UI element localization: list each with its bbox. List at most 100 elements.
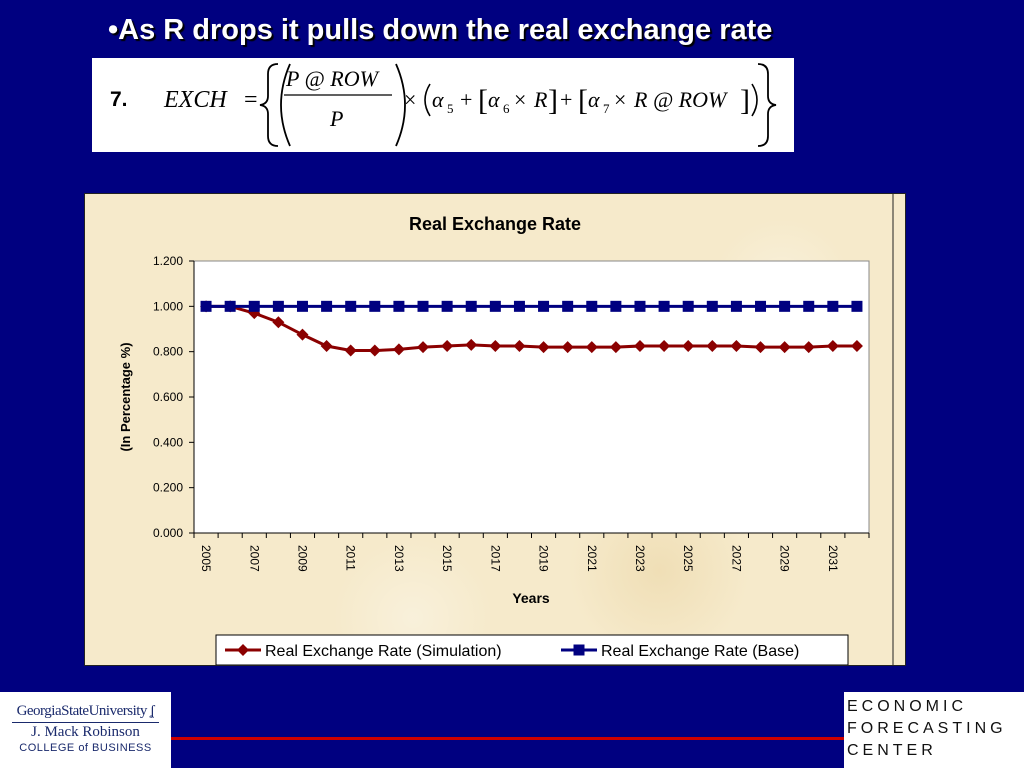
- plus-sign-2: +: [560, 87, 572, 112]
- square-marker: [803, 300, 815, 312]
- square-marker: [465, 300, 477, 312]
- series-layer: [200, 300, 863, 357]
- y-tick-label: 0.600: [153, 390, 183, 404]
- x-axis-label: Years: [512, 590, 550, 606]
- efc-line-3: CENTER: [847, 742, 937, 759]
- x-tick-label: 2019: [537, 545, 551, 572]
- diamond-marker: [441, 340, 454, 352]
- diamond-marker: [561, 341, 574, 354]
- gsu-college: COLLEGE of BUSINESS: [19, 742, 152, 754]
- y-axis-label: (In Percentage %): [118, 342, 133, 451]
- diamond-marker: [272, 316, 285, 329]
- x-tick-label: 2005: [199, 545, 213, 572]
- plot-area: [193, 260, 870, 534]
- legend-diamond-marker: [237, 644, 249, 656]
- diamond-marker: [778, 341, 791, 354]
- footer-rule: [171, 737, 844, 740]
- legend: Real Exchange Rate (Simulation) Real Exch…: [215, 634, 849, 665]
- x-tick-label: 2017: [488, 545, 502, 572]
- chart-svg: Real Exchange Rate 0.0000.2000.4000.6000…: [118, 194, 894, 665]
- x-tick-label: 2031: [826, 545, 840, 572]
- right-brace: [757, 63, 777, 147]
- x-tick-label: 2015: [440, 545, 454, 572]
- diamond-marker: [296, 328, 309, 341]
- x-tick-label: 2021: [585, 545, 599, 572]
- equation-box: 7. EXCH = P @ ROW P × α 5 + [ α 6 × R ] …: [92, 58, 794, 152]
- square-marker: [779, 300, 791, 312]
- diamond-marker: [682, 340, 695, 352]
- diamond-marker: [417, 341, 430, 354]
- alpha-6: α: [488, 87, 500, 112]
- square-marker: [345, 300, 357, 312]
- diamond-marker: [658, 340, 671, 352]
- diamond-marker: [585, 341, 598, 354]
- left-paren-sum: [424, 83, 431, 117]
- y-tick-label: 0.000: [153, 526, 183, 540]
- chart-frame: Real Exchange Rate 0.000 0.200 0.400 0.600 0…: [84, 193, 906, 666]
- diamond-marker: [850, 340, 863, 352]
- square-marker: [682, 300, 694, 312]
- series-line: [206, 304, 857, 353]
- right-bracket-2: ]: [740, 84, 750, 117]
- square-marker: [586, 300, 598, 312]
- left-bracket-2: [: [578, 84, 588, 117]
- diamond-marker: [392, 343, 405, 356]
- diamond-marker: [706, 340, 719, 352]
- alpha-6-subscript: 6: [503, 101, 510, 116]
- y-tick-label: 0.800: [153, 345, 183, 359]
- square-marker: [417, 300, 429, 312]
- square-marker: [827, 300, 839, 312]
- equation-graphic: 7. EXCH = P @ ROW P × α 5 + [ α 6 × R ] …: [110, 63, 777, 147]
- square-marker: [321, 300, 333, 312]
- diamond-marker: [537, 341, 550, 354]
- gsu-school: J. Mack Robinson: [31, 724, 140, 740]
- legend-entry-label: Real Exchange Rate (Base): [601, 643, 799, 660]
- flame-icon: ʆ: [149, 703, 155, 719]
- gsu-name: GeorgiaStateUniversity: [16, 703, 148, 719]
- square-marker: [658, 300, 670, 312]
- alpha-5: α: [432, 87, 444, 112]
- square-marker: [296, 300, 308, 312]
- y-tick-label: 1.000: [153, 299, 183, 313]
- alpha-7-subscript: 7: [603, 101, 610, 116]
- square-marker: [224, 300, 236, 312]
- square-marker: [706, 300, 718, 312]
- diamond-marker: [489, 340, 502, 352]
- right-paren-fraction: [395, 63, 406, 147]
- times-sign-1: ×: [404, 87, 416, 112]
- y-tick-label: 0.400: [153, 435, 183, 449]
- r-at-row: R @ ROW: [633, 87, 728, 112]
- diamond-marker: [730, 340, 743, 352]
- series-base: [200, 300, 863, 312]
- gsu-divider: [12, 722, 159, 723]
- left-bracket-1: [: [478, 84, 488, 117]
- square-marker: [441, 300, 453, 312]
- diamond-marker: [754, 341, 767, 354]
- diamond-marker: [633, 340, 646, 352]
- diamond-marker: [344, 344, 357, 357]
- square-marker: [248, 300, 260, 312]
- y-axis: 0.000 0.200 0.400 0.600 0.800 1.000 1.200: [153, 254, 195, 540]
- times-sign-3: ×: [614, 87, 626, 112]
- left-paren-fraction: [280, 63, 291, 147]
- square-marker: [562, 300, 574, 312]
- times-sign-2: ×: [514, 87, 526, 112]
- diamond-marker: [513, 340, 526, 352]
- diamond-marker: [368, 344, 381, 357]
- x-tick-label: 2025: [681, 545, 695, 572]
- y-tick-label: 1.200: [153, 254, 183, 268]
- x-tick-label: 2027: [729, 545, 743, 572]
- x-tick-label: 2029: [778, 545, 792, 572]
- square-marker: [272, 300, 284, 312]
- square-marker: [634, 300, 646, 312]
- alpha-7: α: [588, 87, 600, 112]
- legend-entry-label: Real Exchange Rate (Simulation): [265, 643, 502, 660]
- x-tick-label: 2009: [295, 545, 309, 572]
- diamond-marker: [320, 340, 333, 352]
- fraction-numerator: P @ ROW: [285, 66, 380, 91]
- square-marker: [393, 300, 405, 312]
- square-marker: [538, 300, 550, 312]
- efc-logo: ECONOMIC FORECASTING CENTER: [844, 692, 1024, 768]
- variable-r: R: [533, 87, 548, 112]
- chart-title: Real Exchange Rate: [409, 214, 581, 234]
